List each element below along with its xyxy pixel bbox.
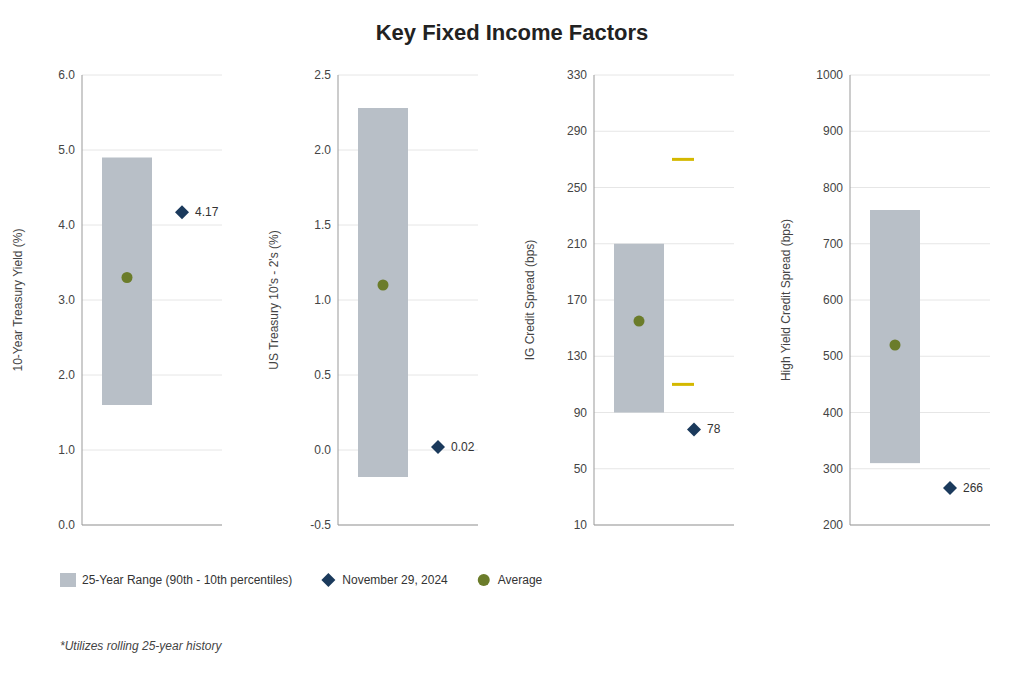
grid-line: [338, 525, 478, 526]
x-axis-line: [594, 525, 734, 526]
axis-label: High Yield Credit Spread (bps): [779, 219, 793, 381]
tick-label: 0.5: [314, 368, 331, 382]
legend-swatch: [478, 574, 490, 586]
grid-line: [82, 450, 222, 451]
average-marker: [634, 316, 645, 327]
current-marker: [687, 422, 701, 436]
grid-line: [594, 187, 734, 188]
marks: [614, 159, 701, 436]
tick-label: 2.0: [314, 143, 331, 157]
marks: [358, 108, 445, 477]
grid-line: [594, 468, 734, 469]
grid-line: [850, 131, 990, 132]
data-label: 4.17: [195, 205, 219, 219]
panel: -0.5 0.0 0.5 1.0 1.5 2.0 2.5 US Treasury 10's -…: [267, 68, 478, 532]
marks: [102, 158, 189, 406]
y-axis-line: [338, 75, 339, 525]
axis-label: IG Credit Spread (bps): [523, 240, 537, 361]
tick-label: 1.0: [58, 443, 75, 457]
x-axis-line: [850, 525, 990, 526]
tick-label: 500: [823, 349, 843, 363]
y-axis-line: [594, 75, 595, 525]
grid-line: [850, 525, 990, 526]
title: Key Fixed Income Factors: [376, 20, 649, 45]
current-marker: [943, 481, 957, 495]
tick-label: 2.5: [314, 68, 331, 82]
tick-label: 250: [567, 181, 587, 195]
legend-swatch: [321, 573, 335, 587]
grid-line: [338, 75, 478, 76]
tick-label: 1000: [816, 68, 843, 82]
reference-tick: [672, 158, 694, 161]
reference-tick: [672, 383, 694, 386]
tick-label: 900: [823, 124, 843, 138]
tick-label: 6.0: [58, 68, 75, 82]
range-bar: [870, 210, 920, 463]
tick-label: 300: [823, 462, 843, 476]
grid-line: [594, 75, 734, 76]
tick-label: 2.0: [58, 368, 75, 382]
tick-label: 170: [567, 293, 587, 307]
x-axis-line: [82, 525, 222, 526]
tick-label: 1.5: [314, 218, 331, 232]
y-axis-line: [850, 75, 851, 525]
grid-line: [850, 187, 990, 188]
panel: 10 50 90 130 170 210 250 290 330 IG Credit Spread…: [523, 68, 734, 532]
tick-label: 3.0: [58, 293, 75, 307]
current-marker: [175, 205, 189, 219]
legend-swatch: [60, 573, 76, 587]
tick-label: 330: [567, 68, 587, 82]
grid-line: [850, 75, 990, 76]
footnote: *Utilizes rolling 25-year history: [60, 639, 222, 653]
grid-line: [82, 75, 222, 76]
range-bar: [358, 108, 408, 477]
tick-label: 10: [574, 518, 588, 532]
tick-label: 600: [823, 293, 843, 307]
tick-label: 200: [823, 518, 843, 532]
legend-label: 25-Year Range (90th - 10th percentiles): [82, 573, 292, 587]
average-marker: [378, 280, 389, 291]
panel: 200 300 400 500 600 700 800 900 1000 High Yield C…: [779, 68, 990, 532]
panel: 0.0 1.0 2.0 3.0 4.0 5.0 6.0 10-Year Treasury Yi…: [11, 68, 222, 532]
data-label: 266: [963, 481, 983, 495]
axis-label: 10-Year Treasury Yield (%): [11, 229, 25, 372]
tick-label: 5.0: [58, 143, 75, 157]
average-marker: [890, 340, 901, 351]
tick-label: 700: [823, 237, 843, 251]
tick-label: 0.0: [314, 443, 331, 457]
tick-label: 130: [567, 349, 587, 363]
chart: Key Fixed Income Factors 0.0 1.0 2.0 3.0 4.0 5…: [0, 0, 1024, 697]
range-bar: [614, 244, 664, 413]
grid-line: [594, 131, 734, 132]
legend-label: November 29, 2024: [342, 573, 448, 587]
average-marker: [122, 272, 133, 283]
tick-label: 290: [567, 124, 587, 138]
current-marker: [431, 440, 445, 454]
tick-label: 90: [574, 406, 588, 420]
data-label: 0.02: [451, 440, 475, 454]
grid-line: [82, 525, 222, 526]
tick-label: -0.5: [310, 518, 331, 532]
data-label: 78: [707, 422, 721, 436]
tick-label: 400: [823, 406, 843, 420]
legend: 25-Year Range (90th - 10th percentiles) N…: [60, 573, 543, 587]
grid-line: [594, 525, 734, 526]
tick-label: 1.0: [314, 293, 331, 307]
tick-label: 800: [823, 181, 843, 195]
grid-line: [82, 150, 222, 151]
axis-label: US Treasury 10's - 2's (%): [267, 230, 281, 369]
tick-label: 50: [574, 462, 588, 476]
range-bar: [102, 158, 152, 406]
tick-label: 0.0: [58, 518, 75, 532]
grid-line: [850, 468, 990, 469]
legend-label: Average: [498, 573, 543, 587]
tick-label: 210: [567, 237, 587, 251]
y-axis-line: [82, 75, 83, 525]
marks: [870, 210, 957, 495]
tick-label: 4.0: [58, 218, 75, 232]
x-axis-line: [338, 525, 478, 526]
